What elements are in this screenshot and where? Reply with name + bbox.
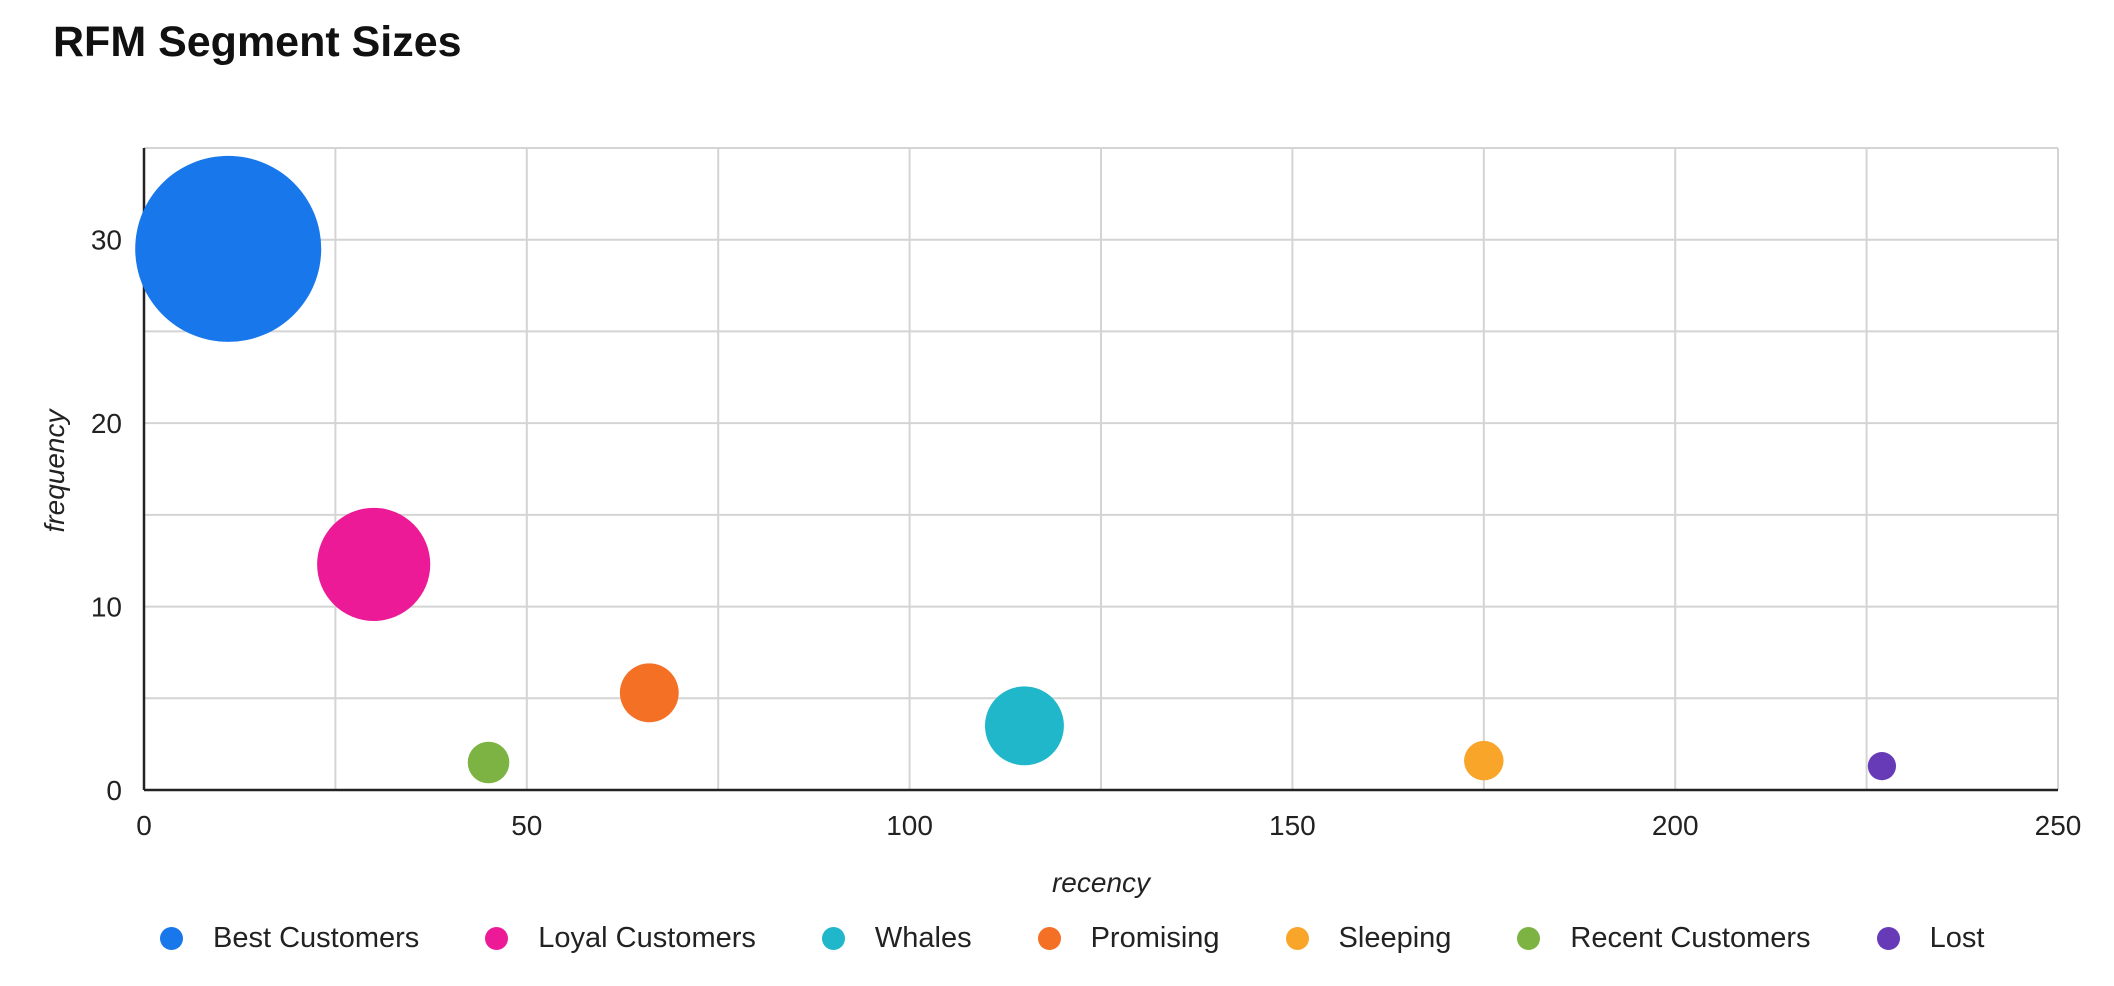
legend-item-recent-customers: Recent Customers (1517, 921, 1811, 955)
y-tick-label: 20 (91, 408, 122, 439)
x-tick-label: 0 (136, 810, 152, 841)
bubble-whales (984, 686, 1064, 766)
x-axis-title: recency (1052, 867, 1152, 898)
legend-item-lost: Lost (1876, 921, 1985, 955)
bubble-best-customers (135, 155, 322, 342)
legend-swatch (1285, 926, 1309, 950)
legend-item-whales: Whales (821, 921, 972, 955)
legend-label: Recent Customers (1570, 921, 1811, 954)
chart-title: RFM Segment Sizes (53, 18, 462, 66)
bubble-loyal-customers (317, 507, 431, 621)
legend-item-promising: Promising (1037, 921, 1220, 955)
bubble-sleeping (1464, 740, 1504, 781)
x-tick-label: 100 (886, 810, 933, 841)
legend-item-sleeping: Sleeping (1285, 921, 1452, 955)
bubble-lost (1867, 752, 1897, 781)
legend-label: Sleeping (1338, 921, 1452, 954)
x-tick-label: 150 (1269, 810, 1316, 841)
y-tick-label: 10 (91, 592, 122, 623)
legend-swatch (821, 926, 845, 950)
bubble-recent-customers (467, 741, 510, 784)
legend-item-loyal-customers: Loyal Customers (485, 922, 756, 955)
legend-swatch (485, 926, 509, 950)
legend-swatch (1037, 926, 1061, 950)
chart-legend: Best Customers Loyal Customers Whales Promi… (160, 918, 1984, 958)
legend-label: Lost (1929, 921, 1985, 954)
bubble-promising (619, 663, 679, 723)
x-tick-label: 200 (1652, 810, 1699, 841)
legend-swatch (1876, 926, 1900, 950)
legend-item-best-customers: Best Customers (160, 922, 419, 955)
x-tick-label: 50 (511, 810, 542, 841)
y-axis-title: frequency (39, 408, 70, 533)
y-tick-label: 30 (91, 225, 122, 256)
legend-swatch (1517, 926, 1541, 950)
legend-label: Promising (1090, 921, 1220, 954)
legend-swatch (160, 926, 183, 950)
legend-label: Best Customers (213, 921, 420, 954)
legend-label: Loyal Customers (538, 921, 756, 954)
x-tick-label: 250 (2035, 810, 2082, 841)
y-tick-label: 0 (106, 775, 122, 806)
legend-label: Whales (874, 921, 972, 954)
